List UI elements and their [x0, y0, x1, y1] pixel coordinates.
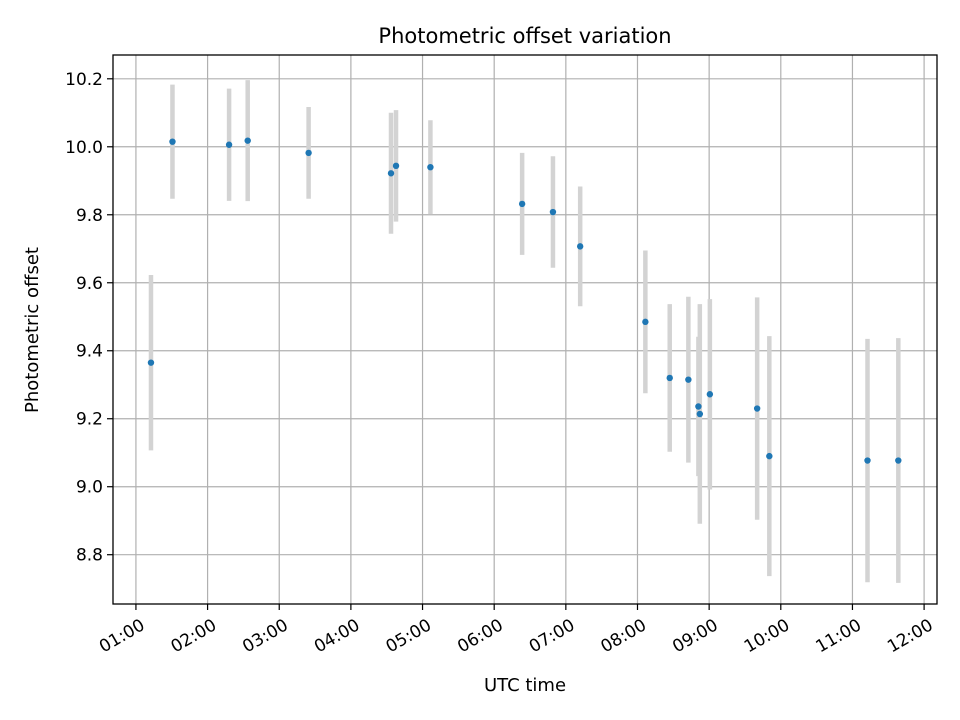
- grid: [113, 55, 937, 604]
- x-tick-label: 07:00: [526, 615, 578, 657]
- data-point: [864, 457, 871, 464]
- data-points: [147, 137, 902, 464]
- x-tick-label: 09:00: [669, 615, 721, 657]
- data-point: [895, 457, 902, 464]
- data-point: [695, 403, 702, 410]
- chart-title: Photometric offset variation: [378, 24, 671, 48]
- y-tick-label: 9.4: [76, 342, 103, 362]
- data-point: [147, 359, 155, 366]
- data-point: [169, 138, 176, 145]
- x-tick-label: 10:00: [741, 615, 793, 657]
- x-tick-label: 04:00: [311, 615, 363, 657]
- data-point: [392, 162, 400, 170]
- x-tick-label: 06:00: [454, 615, 506, 657]
- data-point: [642, 318, 649, 326]
- y-tick-label: 9.2: [76, 410, 103, 430]
- y-tick-label: 10.0: [65, 138, 103, 158]
- x-tick-label: 02:00: [168, 615, 220, 657]
- data-point: [305, 149, 312, 157]
- x-axis-ticks: 01:00 02:00 03:00 04:00 05:00 06:00 07:00 08:00…: [96, 604, 937, 657]
- x-tick-label: 01:00: [96, 615, 148, 657]
- data-point: [225, 141, 233, 148]
- data-point: [766, 452, 773, 460]
- x-axis-label: UTC time: [484, 675, 566, 696]
- data-point: [685, 376, 692, 383]
- x-tick-label: 03:00: [239, 615, 291, 657]
- y-axis-label: Photometric offset: [22, 247, 43, 413]
- data-point: [753, 405, 761, 412]
- data-point: [666, 374, 673, 382]
- y-tick-label: 8.8: [76, 546, 103, 566]
- data-point: [427, 163, 434, 171]
- y-axis-ticks: 8.8 9.0 9.2 9.4 9.6 9.8 10.0 10.2: [65, 70, 113, 566]
- data-point: [696, 410, 704, 418]
- data-point: [576, 243, 584, 250]
- y-tick-label: 9.6: [76, 274, 103, 294]
- y-tick-label: 9.0: [76, 478, 103, 498]
- data-point: [518, 200, 526, 208]
- data-point: [244, 137, 251, 144]
- y-tick-label: 9.8: [76, 206, 103, 226]
- plot-frame: [112, 54, 938, 605]
- x-tick-label: 11:00: [813, 615, 865, 657]
- x-tick-label: 12:00: [884, 615, 936, 657]
- data-point: [549, 208, 557, 216]
- data-point: [387, 170, 395, 177]
- y-tick-label: 10.2: [65, 70, 103, 90]
- data-point: [706, 391, 714, 398]
- x-tick-label: 08:00: [598, 615, 650, 657]
- error-bars: [148, 80, 901, 583]
- x-tick-label: 05:00: [383, 615, 435, 657]
